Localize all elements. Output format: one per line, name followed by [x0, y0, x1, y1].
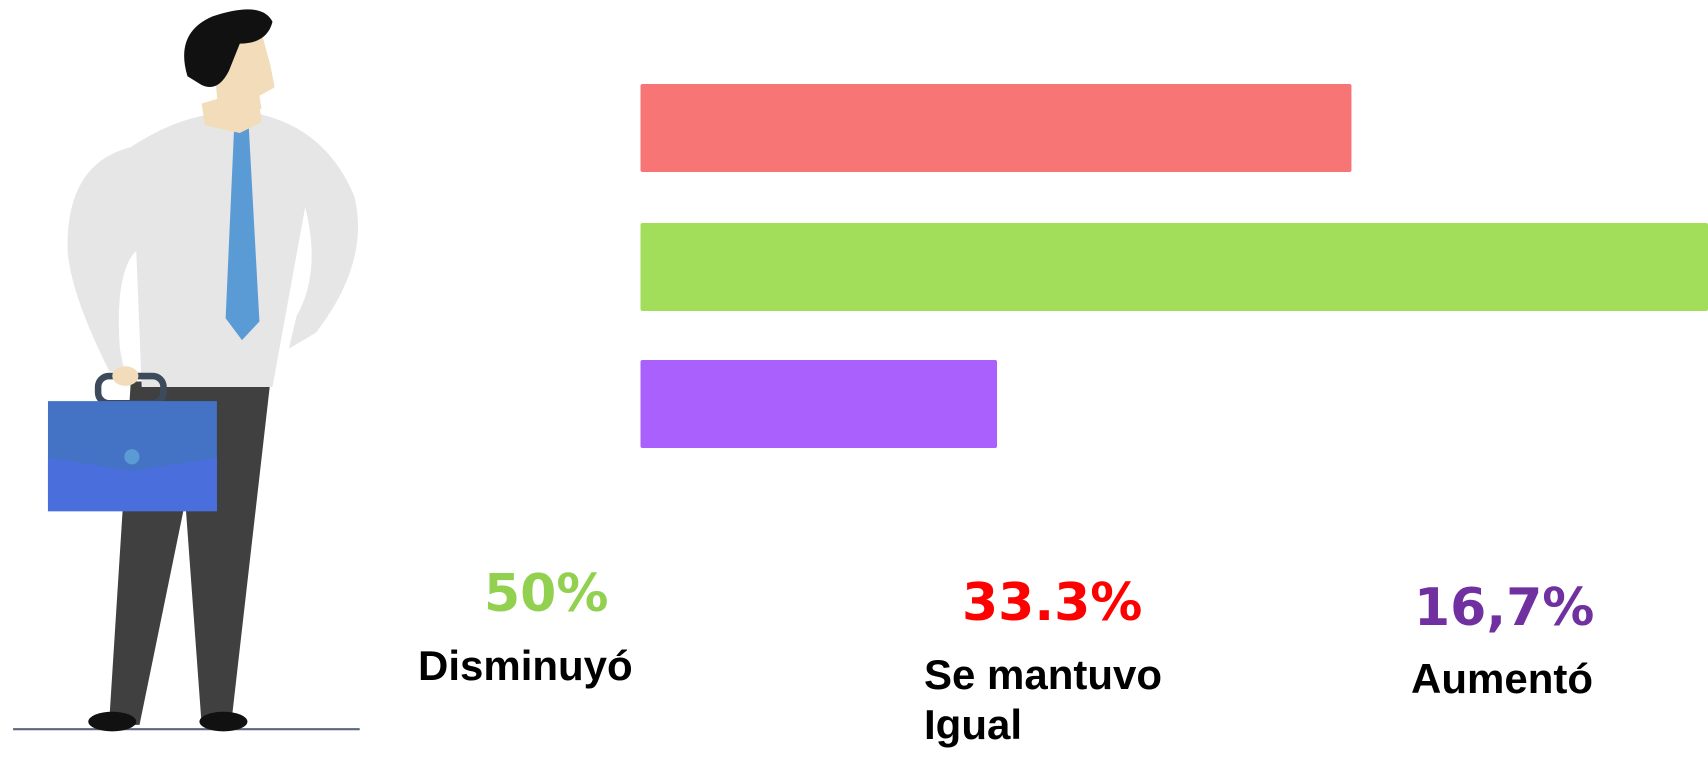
category-label: Se mantuvo Igual	[924, 651, 1163, 748]
bars	[640, 84, 1708, 448]
bar	[640, 84, 1352, 172]
value-label: 16,7%	[1414, 578, 1595, 638]
category-label: Aumentó	[1411, 655, 1593, 702]
bar	[640, 223, 1708, 311]
bar	[640, 360, 998, 448]
illustration	[13, 9, 360, 732]
category-label: Disminuyó	[418, 642, 633, 689]
value-label: 33.3%	[962, 573, 1143, 633]
value-label: 50%	[484, 564, 609, 624]
